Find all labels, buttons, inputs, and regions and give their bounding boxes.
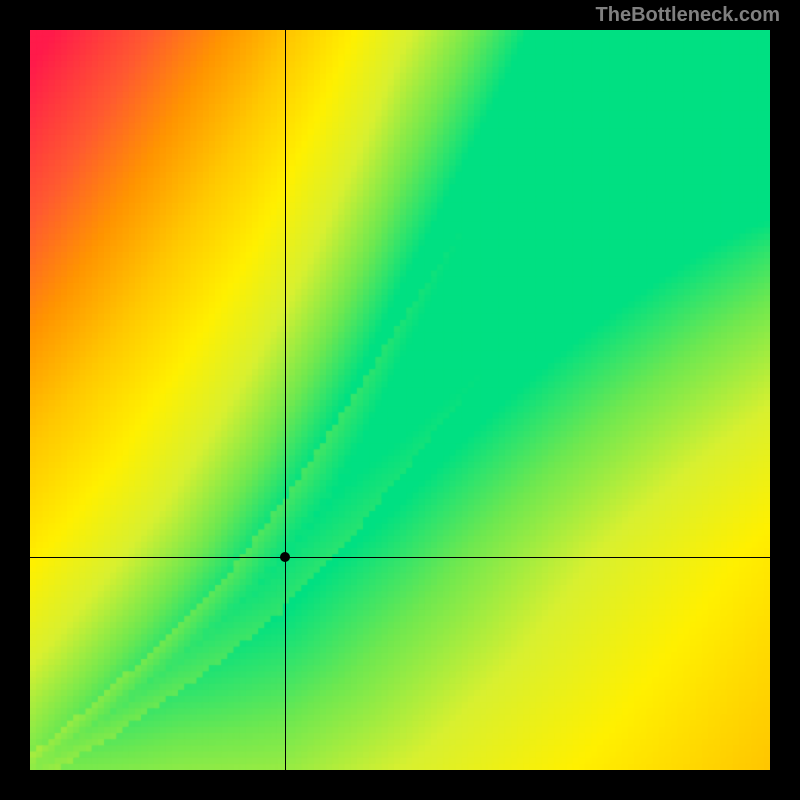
heatmap-plot [30, 30, 770, 770]
heatmap-canvas [30, 30, 770, 770]
chart-container: TheBottleneck.com [0, 0, 800, 800]
crosshair-marker-dot [280, 552, 290, 562]
crosshair-vertical [285, 30, 286, 770]
watermark-text: TheBottleneck.com [596, 4, 780, 27]
crosshair-horizontal [30, 557, 770, 558]
